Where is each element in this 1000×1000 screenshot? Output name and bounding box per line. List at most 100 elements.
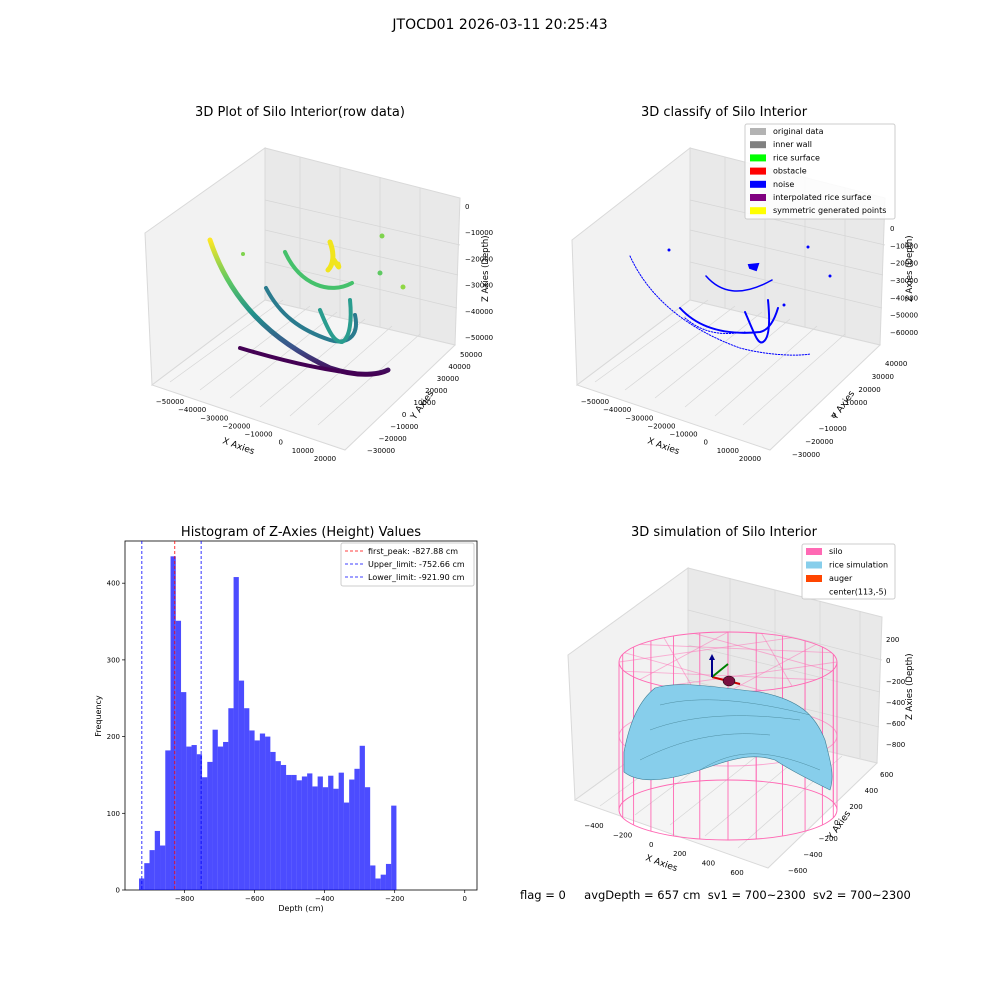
x-tick-label: −20000 xyxy=(222,422,250,430)
y-tick-label: 200 xyxy=(849,803,862,811)
classify-y-ticks: −30000 −20000 −10000 0 10000 20000 30000 40000 xyxy=(792,360,907,459)
silo-chord xyxy=(663,661,838,687)
classify-z-ticks: 0 −10000 −20000 −30000 −40000 −50000 −60000 xyxy=(890,225,918,337)
y-tick-label: 400 xyxy=(107,580,120,588)
y-tick-label: 0 xyxy=(834,819,838,827)
noise-arc-outer xyxy=(629,255,811,356)
classify-zlabel: Z Axies (Depth) xyxy=(905,235,915,302)
raw-stray-point xyxy=(241,252,245,256)
z-tick-label: 0 xyxy=(886,657,890,665)
y-tick-label: 40000 xyxy=(448,363,470,371)
y-tick-label: 0 xyxy=(402,411,406,419)
x-tick-label: 600 xyxy=(730,869,743,877)
panel-raw-data: 3D Plot of Silo Interior(row data) xyxy=(144,105,493,463)
x-tick-label: 0 xyxy=(649,841,653,849)
panel-histogram: Histogram of Z-Axies (Height) Values −80… xyxy=(94,525,478,913)
z-tick-label: −40000 xyxy=(890,294,918,302)
histogram-bar xyxy=(391,805,397,890)
histogram-bar xyxy=(296,780,302,890)
y-tick-label: 200 xyxy=(107,733,120,741)
z-tick-label: −20000 xyxy=(465,255,493,263)
legend-label: inner wall xyxy=(773,140,812,149)
y-tick-label: 100 xyxy=(107,810,120,818)
noise-cluster-top xyxy=(747,262,760,272)
histogram-bar xyxy=(354,768,360,890)
histogram-bar xyxy=(280,764,287,890)
silo-chord xyxy=(639,643,832,654)
noise-point xyxy=(828,274,832,278)
x-tick-label: −40000 xyxy=(178,406,206,414)
raw-stray-point xyxy=(400,284,406,290)
z-tick-label: −800 xyxy=(886,741,905,749)
raw-xlabel: X Axies xyxy=(221,436,256,457)
histogram-bar xyxy=(301,776,308,890)
auger-body xyxy=(722,675,736,687)
histogram-bar xyxy=(254,740,260,890)
y-tick-label: 30000 xyxy=(437,375,459,383)
legend-label: center(113,-5) xyxy=(829,588,887,597)
legend-label: Lower_limit: -921.90 cm xyxy=(368,573,465,582)
sv1-readout: sv1 = 700~2300 xyxy=(707,888,806,902)
histogram-bar xyxy=(249,730,255,890)
auger-axis-y xyxy=(711,663,729,678)
classify-xlabel: X Axies xyxy=(646,436,681,457)
sim-legend: silo rice simulation auger center(113,-5) xyxy=(801,543,896,600)
z-tick-label: −600 xyxy=(886,720,905,728)
noise-point xyxy=(806,245,810,249)
histogram-bar xyxy=(270,751,276,890)
z-tick-label: −50000 xyxy=(890,312,918,320)
z-tick-label: −200 xyxy=(886,678,905,686)
legend-swatch xyxy=(806,548,822,555)
histogram-bar xyxy=(181,692,187,890)
histogram-bar xyxy=(212,729,218,890)
silo-chord xyxy=(761,633,793,687)
noise-point xyxy=(667,248,671,252)
histogram-bar xyxy=(333,788,339,890)
auger-axes xyxy=(709,654,741,687)
silo-chord xyxy=(624,670,817,681)
x-tick-label: −10000 xyxy=(670,431,698,439)
histogram-bar xyxy=(154,830,161,890)
panel-classify-title: 3D classify of Silo Interior xyxy=(641,105,808,120)
raw-stray-point xyxy=(377,270,383,276)
silo-chord xyxy=(618,637,793,663)
histogram-bar xyxy=(217,746,224,890)
status-footer: flag = 0 avgDepth = 657 cm sv1 = 700~230… xyxy=(520,888,911,902)
classify-x-ticks: −50000−40000−30000−20000−10000 0 100002000… xyxy=(581,398,761,463)
classify-legend: original data inner wall rice surface obsta… xyxy=(744,123,896,220)
legend-label: original data xyxy=(773,127,824,136)
avg-depth-readout: avgDepth = 657 cm xyxy=(584,888,701,902)
noise-arc-right xyxy=(744,299,771,344)
legend-swatch xyxy=(750,154,766,162)
z-tick-label: 0 xyxy=(890,225,894,233)
y-tick-label: 600 xyxy=(880,771,893,779)
histogram-bar xyxy=(359,745,365,890)
y-tick-label: 50000 xyxy=(460,351,482,359)
x-tick-label: −30000 xyxy=(625,414,653,422)
x-tick-label: −30000 xyxy=(200,414,228,422)
raw-arc-outer xyxy=(207,237,391,377)
raw-zlabel: Z Axies (Depth) xyxy=(481,235,491,302)
x-tick-label: 200 xyxy=(673,850,686,858)
legend-swatch xyxy=(806,561,822,569)
y-tick-label: 30000 xyxy=(872,373,894,381)
x-tick-label: −20000 xyxy=(647,422,675,430)
sim-x-ticks: −400 −200 0 200 400 600 xyxy=(584,822,743,877)
legend-label: Upper_limit: -752.66 cm xyxy=(368,560,465,569)
y-tick-label: −30000 xyxy=(792,451,820,459)
z-tick-label: 0 xyxy=(465,203,469,211)
histogram-bar xyxy=(349,779,355,890)
z-tick-label: −50000 xyxy=(465,334,493,342)
histogram-bar xyxy=(160,845,166,890)
raw-stray-point xyxy=(379,233,385,239)
histogram-bar xyxy=(186,746,192,890)
histogram-title: Histogram of Z-Axies (Height) Values xyxy=(181,525,421,540)
legend-swatch xyxy=(750,180,766,188)
y-tick-label: 10000 xyxy=(845,399,867,407)
raw-arc-bottom xyxy=(238,346,362,376)
histogram-bar xyxy=(343,802,350,890)
legend-label: auger xyxy=(829,574,853,583)
histogram-bar xyxy=(191,745,197,890)
raw-z-ticks: 0 −10000 −20000 −30000 −40000 −50000 xyxy=(465,203,493,342)
